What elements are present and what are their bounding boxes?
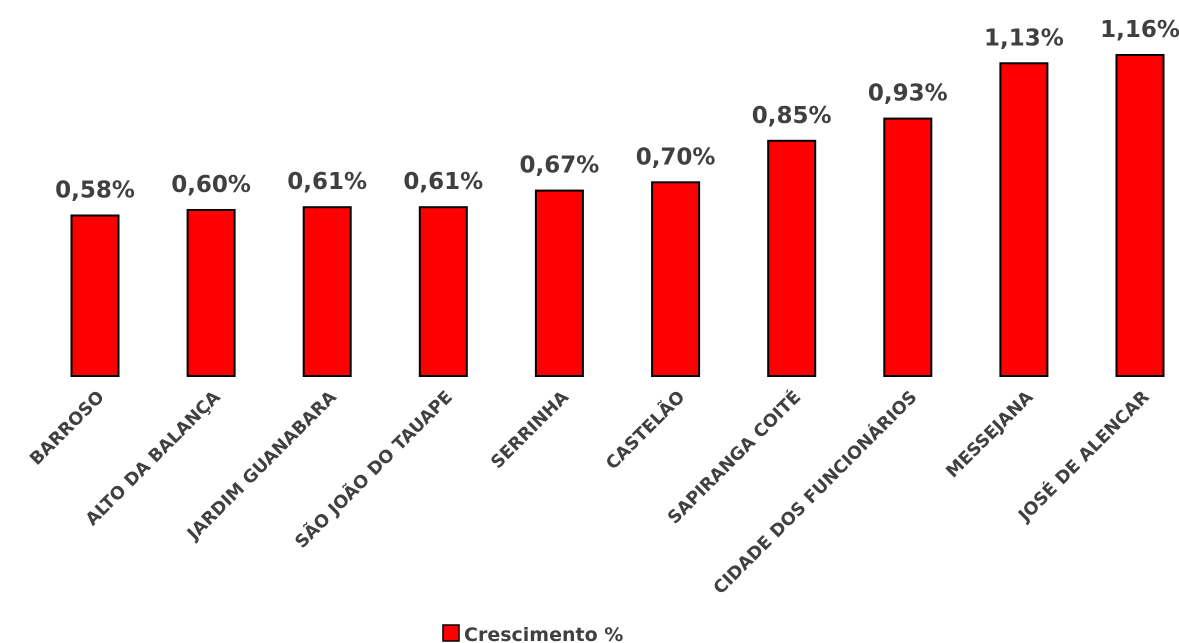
data-label: 0,70% <box>636 144 716 170</box>
bar <box>302 206 352 377</box>
category-label: JOSÉ DE ALENCAR <box>1013 386 1154 527</box>
bars-group <box>70 54 1165 378</box>
legend-swatch <box>442 624 460 642</box>
data-label: 1,13% <box>984 25 1064 51</box>
data-label: 0,67% <box>520 153 600 179</box>
data-label: 1,16% <box>1100 17 1179 43</box>
category-label: CIDADE DOS FUNCIONÁRIOS <box>709 386 922 599</box>
data-label: 0,61% <box>287 169 367 195</box>
category-label: BARROSO <box>26 387 108 469</box>
category-label: SERRINHA <box>487 387 573 473</box>
category-label: MESSEJANA <box>943 387 1038 482</box>
data-label: 0,60% <box>171 172 251 198</box>
legend: Crescimento % <box>442 624 623 643</box>
data-label: 0,93% <box>868 81 948 107</box>
bar <box>534 189 584 377</box>
category-label: ALTO DA BALANÇA <box>82 387 225 530</box>
category-label: CASTELÃO <box>600 385 689 474</box>
category-label: SAPIRANGA COITÉ <box>663 386 805 528</box>
data-labels-group: 0,58% 0,60% 0,61% 0,61% 0,67% 0,70% 0,85% 0,93%… <box>55 17 1179 204</box>
bar <box>651 181 701 377</box>
bar <box>1115 54 1165 377</box>
bar <box>186 209 236 377</box>
data-label: 0,58% <box>55 178 135 204</box>
bar <box>70 214 120 377</box>
bar <box>883 117 933 377</box>
data-label: 0,85% <box>752 103 832 129</box>
legend-label: Crescimento % <box>464 624 623 643</box>
bar <box>418 206 468 377</box>
data-label: 0,61% <box>403 169 483 195</box>
bar <box>999 62 1049 378</box>
bar <box>767 139 817 377</box>
